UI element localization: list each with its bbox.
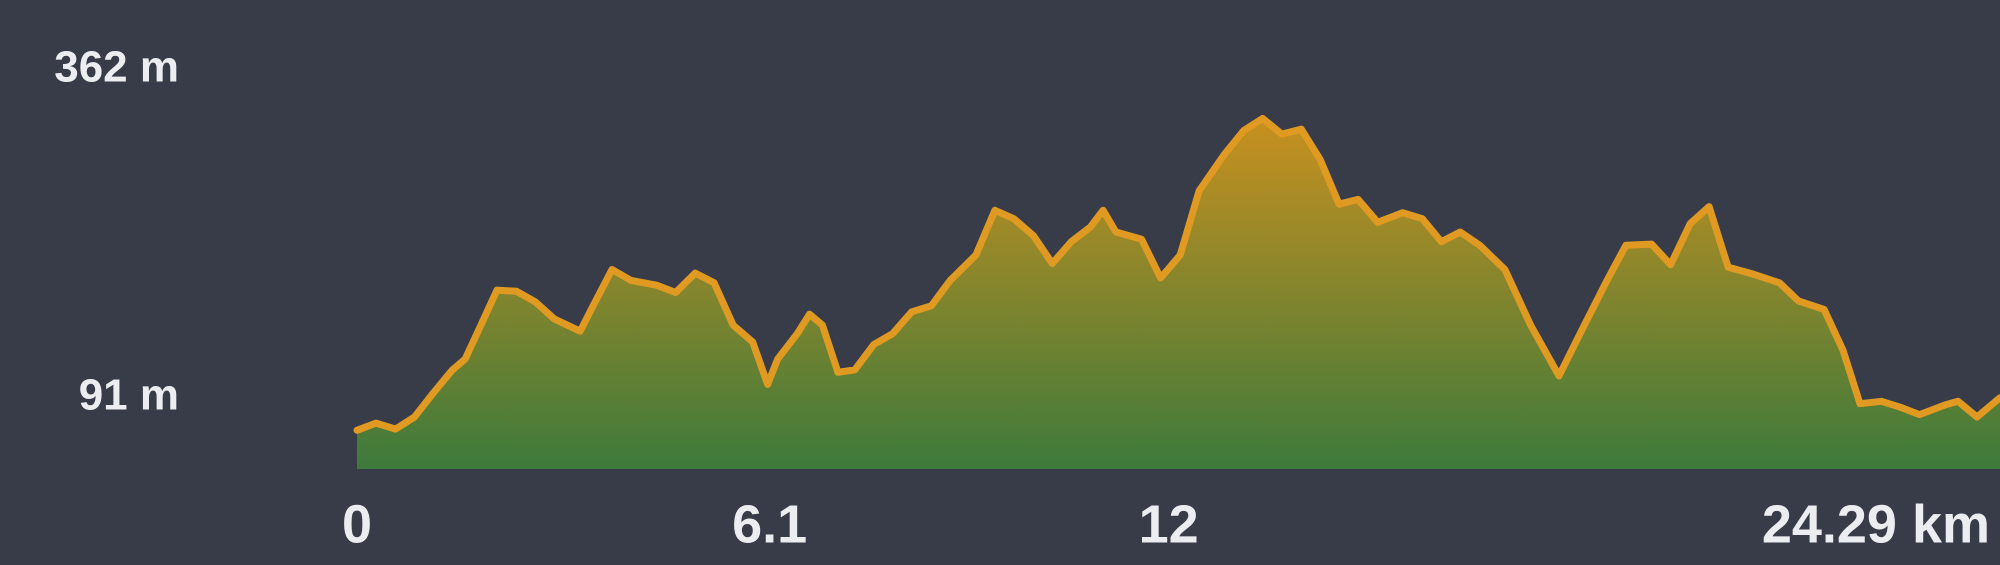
x-tick-label: 12	[1139, 494, 1199, 554]
elevation-line	[353, 114, 2000, 434]
x-tick-label: 6.1	[732, 494, 807, 554]
elevation-area	[357, 118, 2000, 470]
x-tick-label: 0	[342, 494, 372, 554]
y-tick-label: 91 m	[79, 370, 179, 419]
x-tick-label: 24.29 km	[1762, 494, 1990, 554]
y-tick-label: 362 m	[54, 43, 179, 92]
